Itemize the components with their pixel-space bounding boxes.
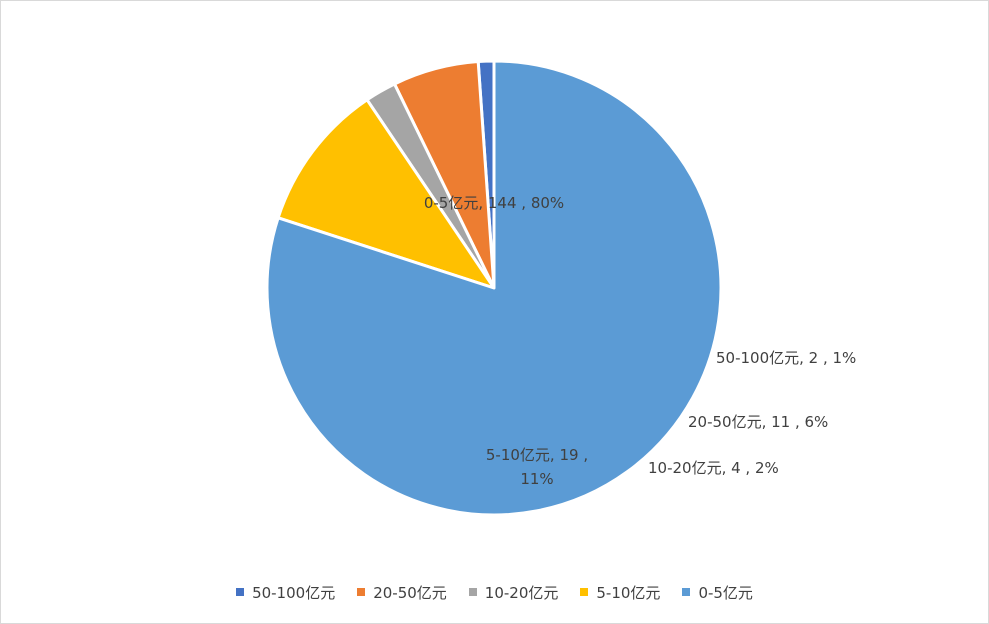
legend-swatch-icon (682, 588, 691, 596)
legend: 50-100亿元 20-50亿元 10-20亿元 5-10亿元 0-5亿元 (0, 578, 989, 606)
data-label-50-100亿元: 50-100亿元, 2 , 1% (716, 349, 856, 367)
legend-label: 20-50亿元 (373, 583, 447, 602)
pie-slice-0-5亿元 (265, 59, 723, 517)
legend-label: 10-20亿元 (484, 583, 559, 602)
legend-swatch-icon (236, 588, 245, 596)
pie-slice-5-10亿元 (276, 98, 496, 290)
legend-item-0-5亿元: 0-5亿元 (682, 582, 753, 603)
legend-swatch-icon (357, 588, 366, 596)
data-label-0-5亿元: 0-5亿元, 144 , 80% (424, 194, 564, 212)
legend-label: 5-10亿元 (596, 583, 661, 602)
data-label-5-10亿元: 5-10亿元, 19 , 11% (486, 446, 588, 488)
legend-swatch-icon (468, 588, 477, 596)
legend-item-5-10亿元: 5-10亿元 (580, 582, 660, 603)
legend-label: 0-5亿元 (698, 583, 753, 602)
legend-label: 50-100亿元 (252, 583, 336, 602)
data-label-20-50亿元: 20-50亿元, 11 , 6% (688, 413, 828, 431)
data-label-10-20亿元: 10-20亿元, 4 , 2% (648, 459, 779, 477)
legend-swatch-icon (580, 588, 589, 596)
legend-item-50-100亿元: 50-100亿元 (236, 582, 335, 603)
legend-item-10-20亿元: 10-20亿元 (468, 582, 559, 603)
legend-item-20-50亿元: 20-50亿元 (357, 582, 447, 603)
